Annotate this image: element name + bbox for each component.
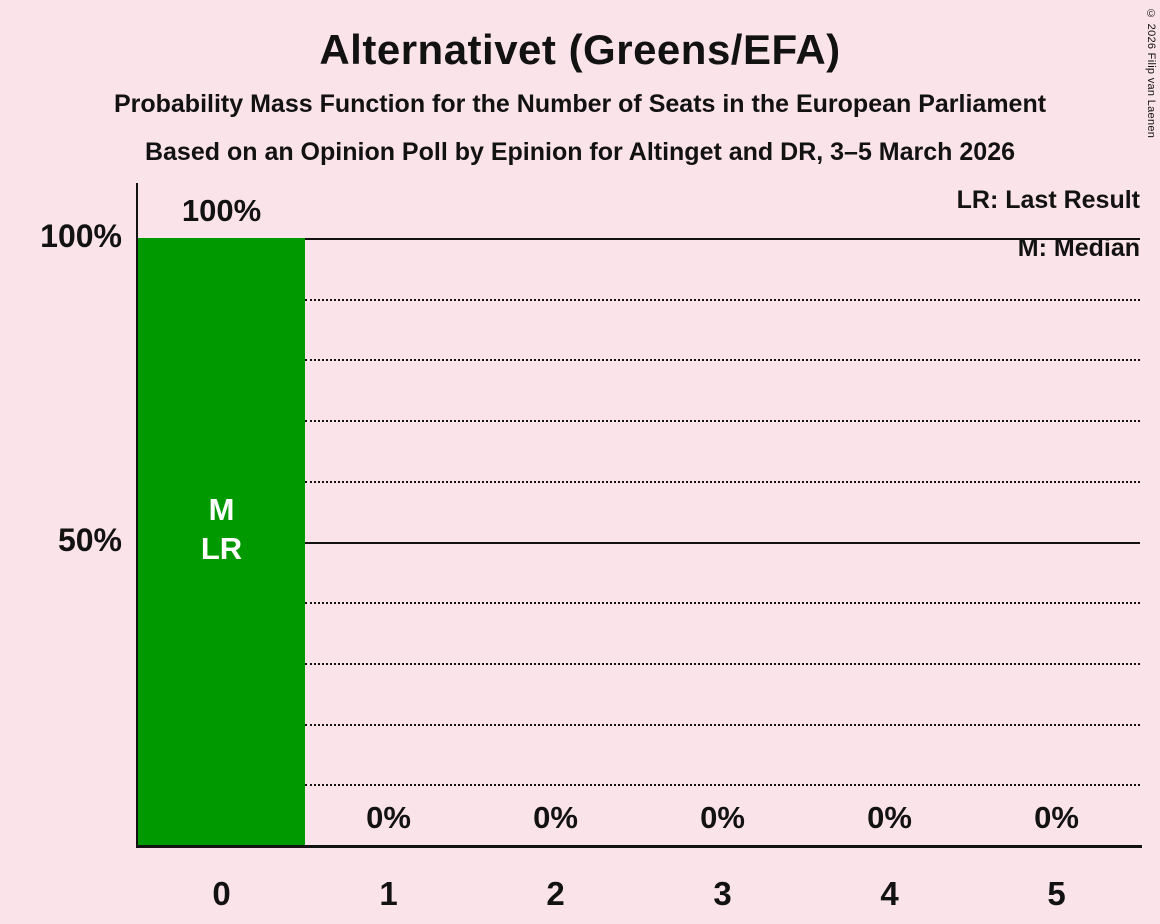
- chart-subtitle-poll: Based on an Opinion Poll by Epinion for …: [144, 138, 1016, 166]
- gridline-dotted-90: [305, 298, 1140, 301]
- y-axis-line: [136, 183, 138, 847]
- gridline-solid-50: [305, 541, 1140, 544]
- gridline-dotted-70: [305, 420, 1140, 423]
- bar-value-label-5: 0%: [1034, 800, 1079, 835]
- bar-value-label-1: 0%: [366, 800, 411, 835]
- y-tick-label-50: 50%: [57, 522, 122, 558]
- gridline-solid-100: [305, 238, 1140, 240]
- gridline-dotted-60: [305, 480, 1140, 483]
- chart-subtitle-pmf: Probability Mass Function for the Number…: [113, 90, 1047, 118]
- bar-value-label-3: 0%: [700, 800, 745, 835]
- bar-value-label-2: 0%: [533, 800, 578, 835]
- x-axis-label-3: 3: [713, 875, 732, 912]
- x-axis-label-0: 0: [212, 875, 231, 912]
- median-last-result-marker: M LR: [138, 490, 305, 568]
- gridline-dotted-40: [305, 602, 1140, 605]
- gridline-dotted-30: [305, 662, 1140, 665]
- marker-line: LR: [200, 530, 243, 566]
- bar-seat-0: [138, 238, 305, 845]
- bar-value-label-0: 100%: [181, 193, 262, 228]
- plot-area: 100% 0 0% 1 0% 2 0% 3 0% 4 0% 5 M LR: [138, 193, 1140, 912]
- y-tick-label-100: 100%: [40, 218, 122, 254]
- x-axis-label-1: 1: [379, 875, 398, 912]
- marker-line: M: [208, 491, 235, 527]
- x-axis-label-5: 5: [1047, 875, 1066, 912]
- copyright-notice: © 2026 Filip van Laenen: [1145, 8, 1157, 139]
- gridline-dotted-20: [305, 723, 1140, 726]
- x-axis-label-2: 2: [546, 875, 565, 912]
- gridline-dotted-10: [305, 784, 1140, 787]
- chart-title: Alternativet (Greens/EFA): [319, 26, 841, 73]
- gridline-dotted-80: [305, 359, 1140, 362]
- x-axis-line: [136, 845, 1142, 848]
- x-axis-label-4: 4: [880, 875, 899, 912]
- legend-last-result: LR: Last Result: [956, 186, 1140, 214]
- bar-value-label-4: 0%: [867, 800, 912, 835]
